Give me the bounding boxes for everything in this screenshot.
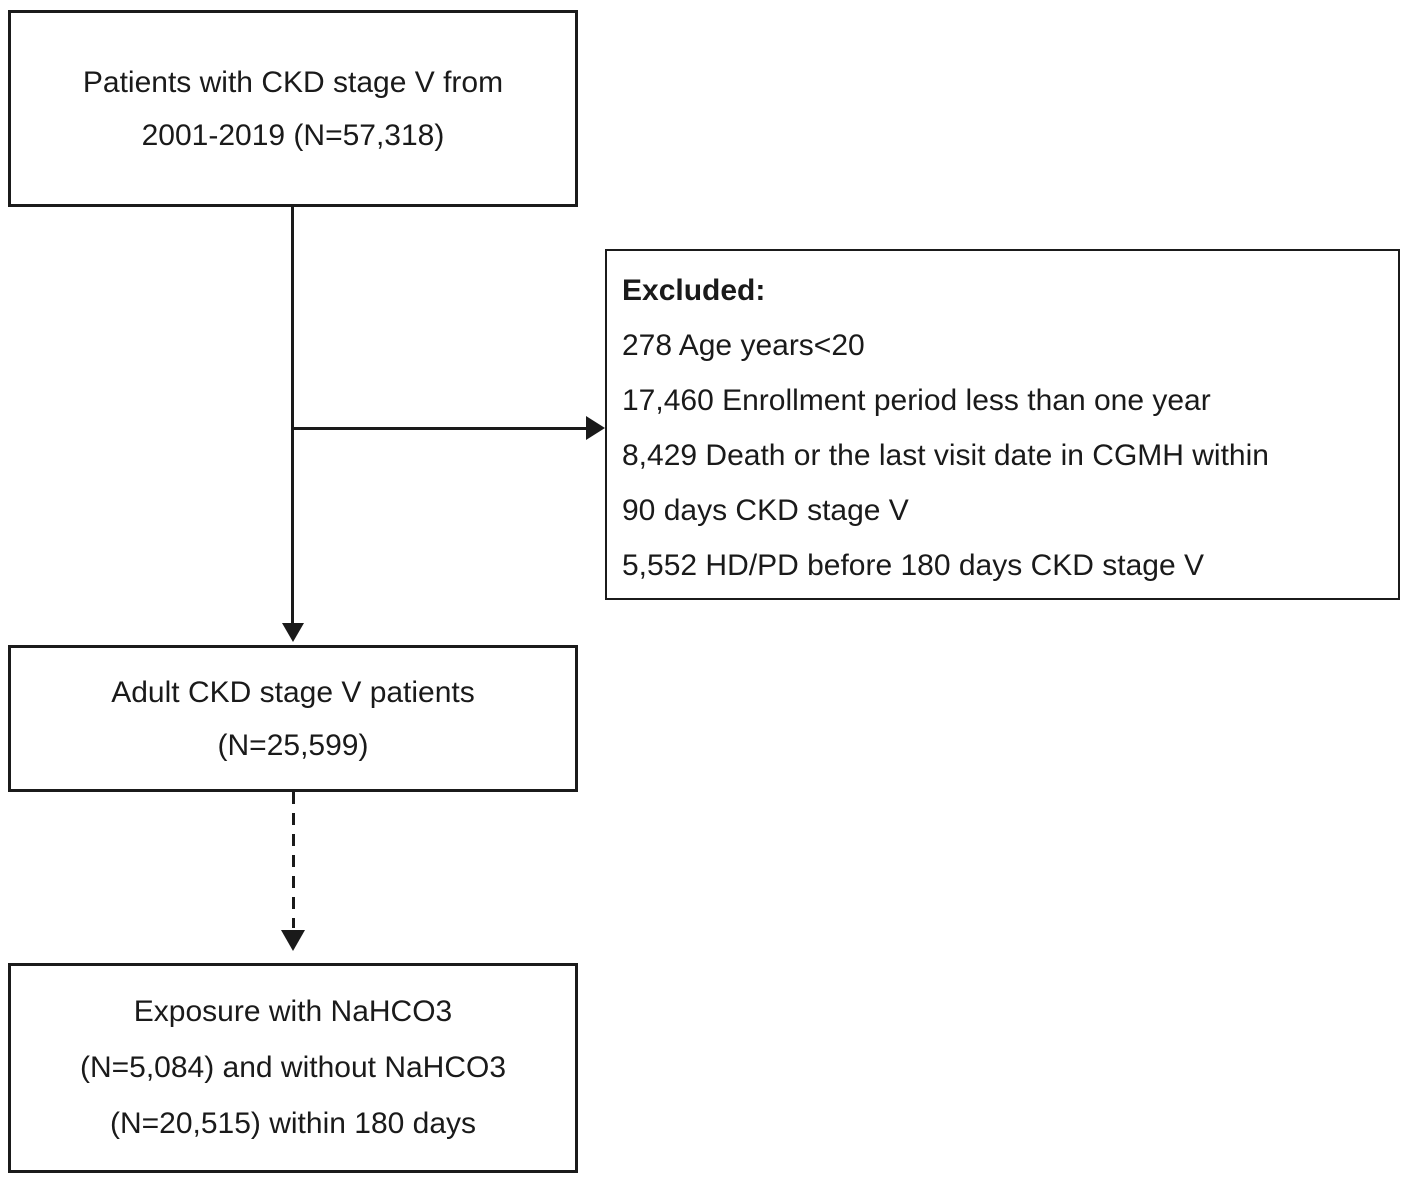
- box-text-line: (N=20,515) within 180 days: [109, 1107, 477, 1140]
- box-text-line: (N=25,599): [217, 728, 369, 762]
- connector-top-to-adult: [291, 207, 294, 623]
- box-adult-ckd-patients: Adult CKD stage V patients (N=25,599): [8, 645, 578, 792]
- box-ckd-stage-v-patients: Patients with CKD stage V from 2001-2019…: [8, 10, 578, 207]
- excluded-item: 90 days CKD stage V: [622, 493, 909, 527]
- connector-to-excluded: [292, 427, 586, 430]
- box-text-line: (N=5,084) and without NaHCO3: [79, 1051, 507, 1084]
- excluded-item: 8,429 Death or the last visit date in CG…: [622, 438, 1269, 472]
- box-text-line: Patients with CKD stage V from: [82, 65, 504, 99]
- box-exposure-nahco3: Exposure with NaHCO3 (N=5,084) and witho…: [8, 963, 578, 1173]
- excluded-item: 278 Age years<20: [622, 328, 865, 362]
- arrowhead-down-icon: [281, 930, 305, 951]
- box-text-line: Exposure with NaHCO3: [133, 995, 453, 1028]
- box-excluded: Excluded: 278 Age years<20 17,460 Enroll…: [605, 249, 1400, 600]
- arrowhead-right-icon: [586, 416, 605, 440]
- excluded-item: 5,552 HD/PD before 180 days CKD stage V: [622, 548, 1204, 582]
- arrowhead-down-icon: [282, 623, 304, 642]
- excluded-item: 17,460 Enrollment period less than one y…: [622, 383, 1211, 417]
- box-text-line: Adult CKD stage V patients: [111, 675, 475, 709]
- dashed-connector-adult-to-exposure: [292, 792, 295, 928]
- box-text-line: 2001-2019 (N=57,318): [141, 118, 445, 152]
- excluded-title: Excluded:: [622, 273, 766, 307]
